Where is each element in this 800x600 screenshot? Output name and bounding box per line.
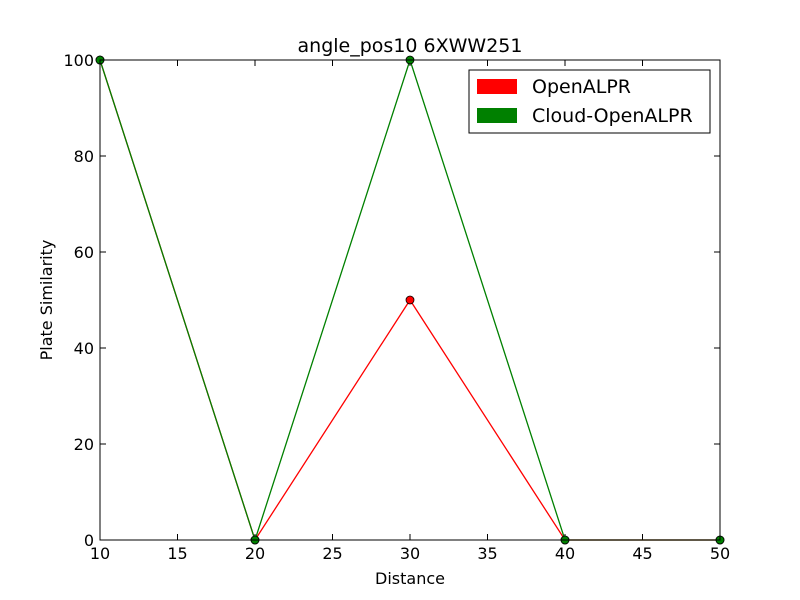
y-tick-label: 20 (74, 435, 94, 454)
x-tick-label: 30 (400, 544, 420, 563)
legend-label-0: OpenALPR (532, 76, 631, 98)
y-tick-label: 40 (74, 339, 94, 358)
x-tick-label: 15 (167, 544, 187, 563)
y-axis-title: Plate Similarity (37, 240, 56, 361)
x-tick-label: 20 (245, 544, 265, 563)
legend-swatch-0 (477, 79, 517, 94)
chart-title: angle_pos10 6XWW251 (298, 35, 523, 57)
plot-frame (99, 59, 721, 541)
x-axis-title: Distance (375, 569, 445, 588)
x-tick-label: 10 (90, 544, 110, 563)
series-point-0 (405, 295, 415, 305)
y-tick-label: 80 (74, 147, 94, 166)
y-tick-label: 60 (74, 243, 94, 262)
y-tick-label: 100 (63, 51, 94, 70)
x-tick-label: 25 (322, 544, 342, 563)
legend-label-1: Cloud-OpenALPR (532, 105, 693, 127)
x-tick-label: 35 (477, 544, 497, 563)
legend-swatch-1 (477, 108, 517, 123)
plot-area: 10 15 20 25 30 35 40 45 50 0 20 40 60 80 100 OpenALPR Cl… (63, 51, 730, 563)
x-tick-label: 50 (710, 544, 730, 563)
x-tick-label: 45 (632, 544, 652, 563)
y-tick-label: 0 (84, 531, 94, 550)
x-tick-label: 40 (555, 544, 575, 563)
